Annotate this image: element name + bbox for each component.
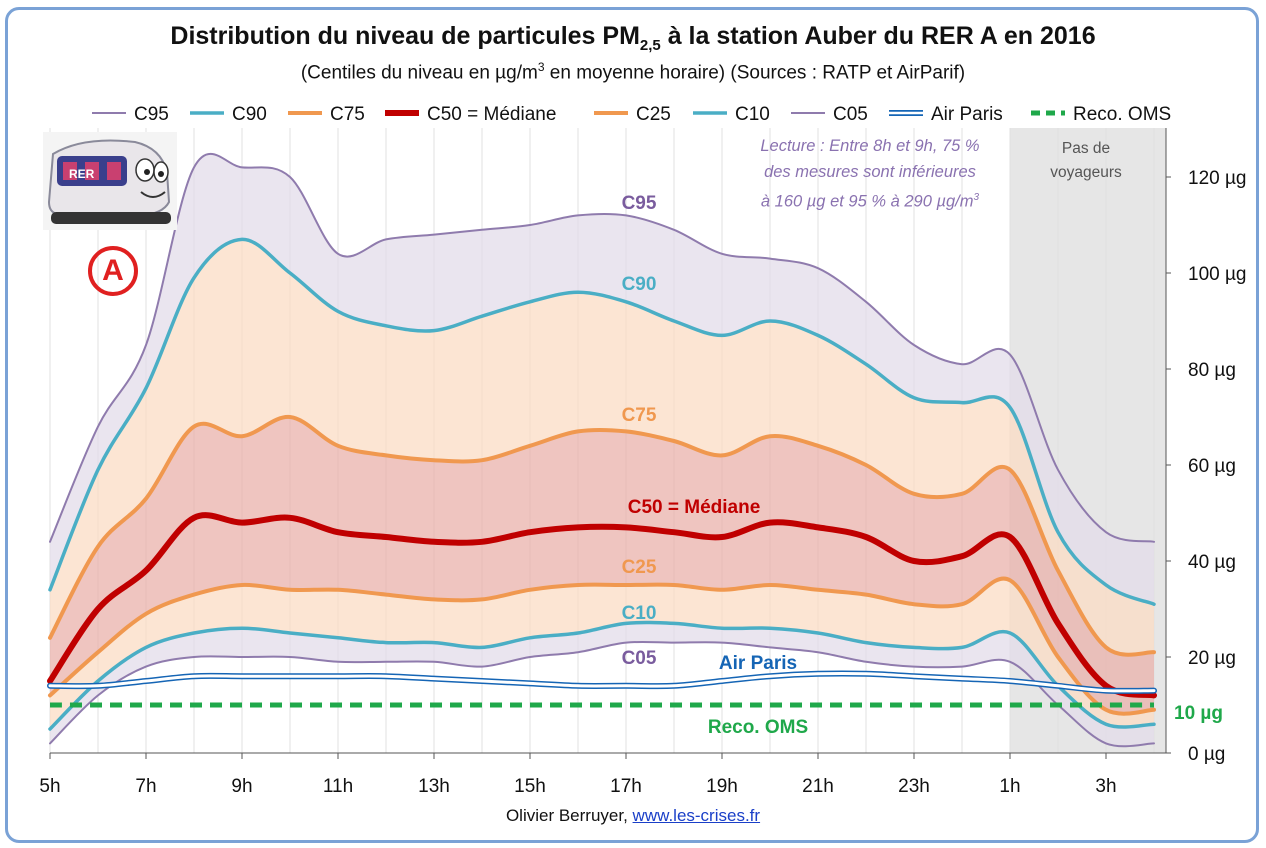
- series-label: C75: [622, 405, 657, 426]
- legend-label: C05: [833, 104, 868, 125]
- y-tick-label: 40 µg: [1188, 552, 1236, 573]
- series-c75: [48, 414, 1156, 657]
- x-tick-label: 1h: [999, 776, 1020, 797]
- series-label: C10: [622, 603, 657, 624]
- y-tick-label: 80 µg: [1188, 360, 1236, 381]
- reading-annotation: Lecture : Entre 8h et 9h, 75 % des mesur…: [760, 137, 980, 211]
- legend-label: C10: [735, 104, 770, 125]
- series-label: C90: [622, 274, 657, 295]
- x-tick-label: 5h: [39, 776, 60, 797]
- band-C75-C25: [50, 416, 1154, 714]
- series-c95: [49, 153, 1155, 543]
- series-c10: [48, 620, 1156, 731]
- y-tick-label: 100 µg: [1188, 264, 1247, 285]
- rer-a-logo: A: [88, 246, 138, 296]
- series-label: Reco. OMS: [708, 717, 808, 738]
- x-tick-label: 21h: [802, 776, 834, 797]
- series-label: C05: [622, 648, 657, 669]
- x-tick-label: 3h: [1095, 776, 1116, 797]
- band-C10-C05: [50, 622, 1154, 747]
- series-air-paris-inner: [48, 672, 1156, 693]
- y-tick-label: 0 µg: [1188, 744, 1225, 765]
- x-tick-label: 23h: [898, 776, 930, 797]
- chart-subtitle: (Centiles du niveau en µg/m3 en moyenne …: [300, 60, 966, 84]
- band-C25-C10: [50, 578, 1154, 729]
- y-tick-label: 120 µg: [1188, 168, 1247, 189]
- series-c05: [49, 640, 1155, 748]
- x-tick-label: 7h: [135, 776, 156, 797]
- no-passengers-label: Pas de voyageurs: [1050, 140, 1122, 181]
- oms-axis-label: 10 µg: [1174, 703, 1223, 724]
- legend-label: C90: [232, 104, 267, 125]
- x-tick-label: 11h: [323, 776, 353, 797]
- series-c50-m-diane: [47, 512, 1157, 699]
- x-tick-label: 17h: [610, 776, 642, 797]
- legend-label: Reco. OMS: [1073, 104, 1171, 125]
- y-tick-label: 20 µg: [1188, 648, 1236, 669]
- credit-line: Olivier Berruyer, www.les-crises.fr: [505, 806, 761, 825]
- y-tick-label: 60 µg: [1188, 456, 1236, 477]
- series-label: Air Paris: [719, 653, 797, 674]
- series-label: C95: [622, 193, 657, 214]
- band-C90-C75: [50, 239, 1154, 655]
- chart-title: Distribution du niveau de particules PM2…: [170, 22, 1096, 54]
- x-tick-label: 13h: [418, 776, 450, 797]
- x-tick-label: 15h: [514, 776, 546, 797]
- x-tick-label: 9h: [231, 776, 252, 797]
- series-c90: [48, 237, 1156, 606]
- legend-label: C25: [636, 104, 671, 125]
- legend-label: C50 = Médiane: [427, 104, 556, 125]
- series-c25: [48, 576, 1156, 716]
- legend-label: Air Paris: [931, 104, 1003, 125]
- svg-text:RER: RER: [69, 167, 95, 181]
- series-label: C25: [622, 557, 657, 578]
- series-label: C50 = Médiane: [628, 497, 761, 518]
- source-link[interactable]: www.les-crises.fr: [632, 806, 761, 825]
- legend-label: C95: [134, 104, 169, 125]
- x-tick-label: 19h: [706, 776, 738, 797]
- legend-label: C75: [330, 104, 365, 125]
- band-C95-C90: [50, 153, 1154, 605]
- rer-train-icon: RER: [43, 132, 177, 230]
